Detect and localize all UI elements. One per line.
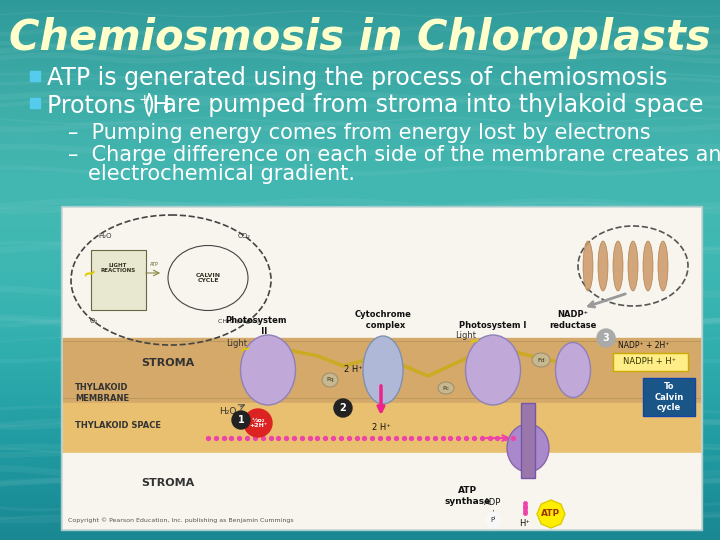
Text: 2 H⁺: 2 H⁺ bbox=[343, 366, 362, 375]
Text: Fd: Fd bbox=[537, 357, 545, 362]
Circle shape bbox=[597, 329, 615, 347]
Text: ~: ~ bbox=[467, 333, 482, 350]
Text: 2: 2 bbox=[340, 403, 346, 413]
Text: CALVIN
CYCLE: CALVIN CYCLE bbox=[195, 273, 220, 284]
Text: –  Pumping energy comes from energy lost by electrons: – Pumping energy comes from energy lost … bbox=[68, 123, 651, 143]
Bar bbox=[521, 403, 535, 478]
Text: Pᴵ: Pᴵ bbox=[490, 517, 495, 523]
Text: NADP⁺
reductase: NADP⁺ reductase bbox=[549, 310, 597, 330]
Text: THYLAKOID
MEMBRANE: THYLAKOID MEMBRANE bbox=[75, 383, 129, 403]
Text: ADP
+: ADP + bbox=[485, 498, 502, 518]
Ellipse shape bbox=[438, 382, 454, 394]
Text: O₂: O₂ bbox=[90, 318, 98, 324]
Text: H⁺: H⁺ bbox=[520, 518, 531, 528]
Text: NADP⁺ + 2H⁺: NADP⁺ + 2H⁺ bbox=[618, 341, 670, 349]
Text: Pc: Pc bbox=[442, 386, 449, 390]
Text: 3: 3 bbox=[603, 333, 609, 343]
Ellipse shape bbox=[363, 336, 403, 404]
Text: Light: Light bbox=[455, 331, 476, 340]
Text: CO₂: CO₂ bbox=[238, 233, 251, 239]
Ellipse shape bbox=[322, 373, 338, 387]
Bar bbox=[30, 98, 40, 108]
Text: –  Charge difference on each side of the membrane creates an: – Charge difference on each side of the … bbox=[68, 145, 720, 165]
Text: ATP is generated using the process of chemiosmosis: ATP is generated using the process of ch… bbox=[47, 66, 667, 90]
Ellipse shape bbox=[507, 424, 549, 472]
Text: STROMA: STROMA bbox=[141, 478, 194, 488]
Text: 2 H⁺: 2 H⁺ bbox=[372, 423, 390, 433]
Bar bbox=[63, 208, 700, 528]
Text: H₂O: H₂O bbox=[220, 407, 237, 415]
Text: Chemiosmosis in Chloroplasts: Chemiosmosis in Chloroplasts bbox=[9, 17, 711, 59]
Ellipse shape bbox=[628, 241, 638, 291]
Text: ATP: ATP bbox=[150, 262, 159, 267]
Ellipse shape bbox=[240, 335, 295, 405]
Circle shape bbox=[485, 512, 501, 528]
Bar bbox=[61, 206, 702, 530]
Text: Photosystem I: Photosystem I bbox=[459, 321, 527, 330]
Ellipse shape bbox=[556, 342, 590, 397]
Bar bbox=[643, 378, 695, 416]
Text: To
Calvin
cycle: To Calvin cycle bbox=[654, 382, 683, 412]
Ellipse shape bbox=[658, 241, 668, 291]
Text: THYLAKOID SPACE: THYLAKOID SPACE bbox=[75, 422, 161, 430]
Bar bbox=[613, 353, 688, 371]
Text: Protons (H: Protons (H bbox=[47, 93, 170, 117]
Text: CH₂O (sugar): CH₂O (sugar) bbox=[218, 319, 259, 324]
Text: ½o₂
+2H⁺: ½o₂ +2H⁺ bbox=[249, 417, 267, 428]
Text: ~: ~ bbox=[80, 262, 99, 284]
Text: ) are pumped from stroma into thylakoid space: ) are pumped from stroma into thylakoid … bbox=[146, 93, 703, 117]
Text: ATP
synthase: ATP synthase bbox=[445, 487, 491, 505]
Text: ATP: ATP bbox=[541, 510, 561, 518]
Ellipse shape bbox=[598, 241, 608, 291]
Text: ~: ~ bbox=[238, 341, 253, 358]
Text: 1: 1 bbox=[238, 415, 244, 425]
Circle shape bbox=[244, 409, 272, 437]
Ellipse shape bbox=[466, 335, 521, 405]
Text: electrochemical gradient.: electrochemical gradient. bbox=[88, 164, 355, 184]
Bar bbox=[30, 71, 40, 81]
Ellipse shape bbox=[583, 241, 593, 291]
Circle shape bbox=[232, 411, 250, 429]
Text: Photosystem
      II: Photosystem II bbox=[225, 316, 287, 336]
Ellipse shape bbox=[532, 353, 550, 367]
Text: +: + bbox=[139, 93, 150, 107]
Text: LIGHT
REACTIONS: LIGHT REACTIONS bbox=[100, 262, 135, 273]
Ellipse shape bbox=[613, 241, 623, 291]
Circle shape bbox=[334, 399, 352, 417]
Text: Light: Light bbox=[226, 339, 247, 348]
Text: Cytochrome
  complex: Cytochrome complex bbox=[354, 310, 411, 330]
Text: H₂O: H₂O bbox=[98, 233, 112, 239]
Ellipse shape bbox=[643, 241, 653, 291]
Text: Pq: Pq bbox=[326, 377, 334, 382]
Text: STROMA: STROMA bbox=[141, 358, 194, 368]
Text: NADPH + H⁺: NADPH + H⁺ bbox=[624, 357, 677, 367]
Bar bbox=[91, 250, 146, 310]
Text: Copyright © Pearson Education, Inc. publishing as Benjamin Cummings: Copyright © Pearson Education, Inc. publ… bbox=[68, 517, 294, 523]
